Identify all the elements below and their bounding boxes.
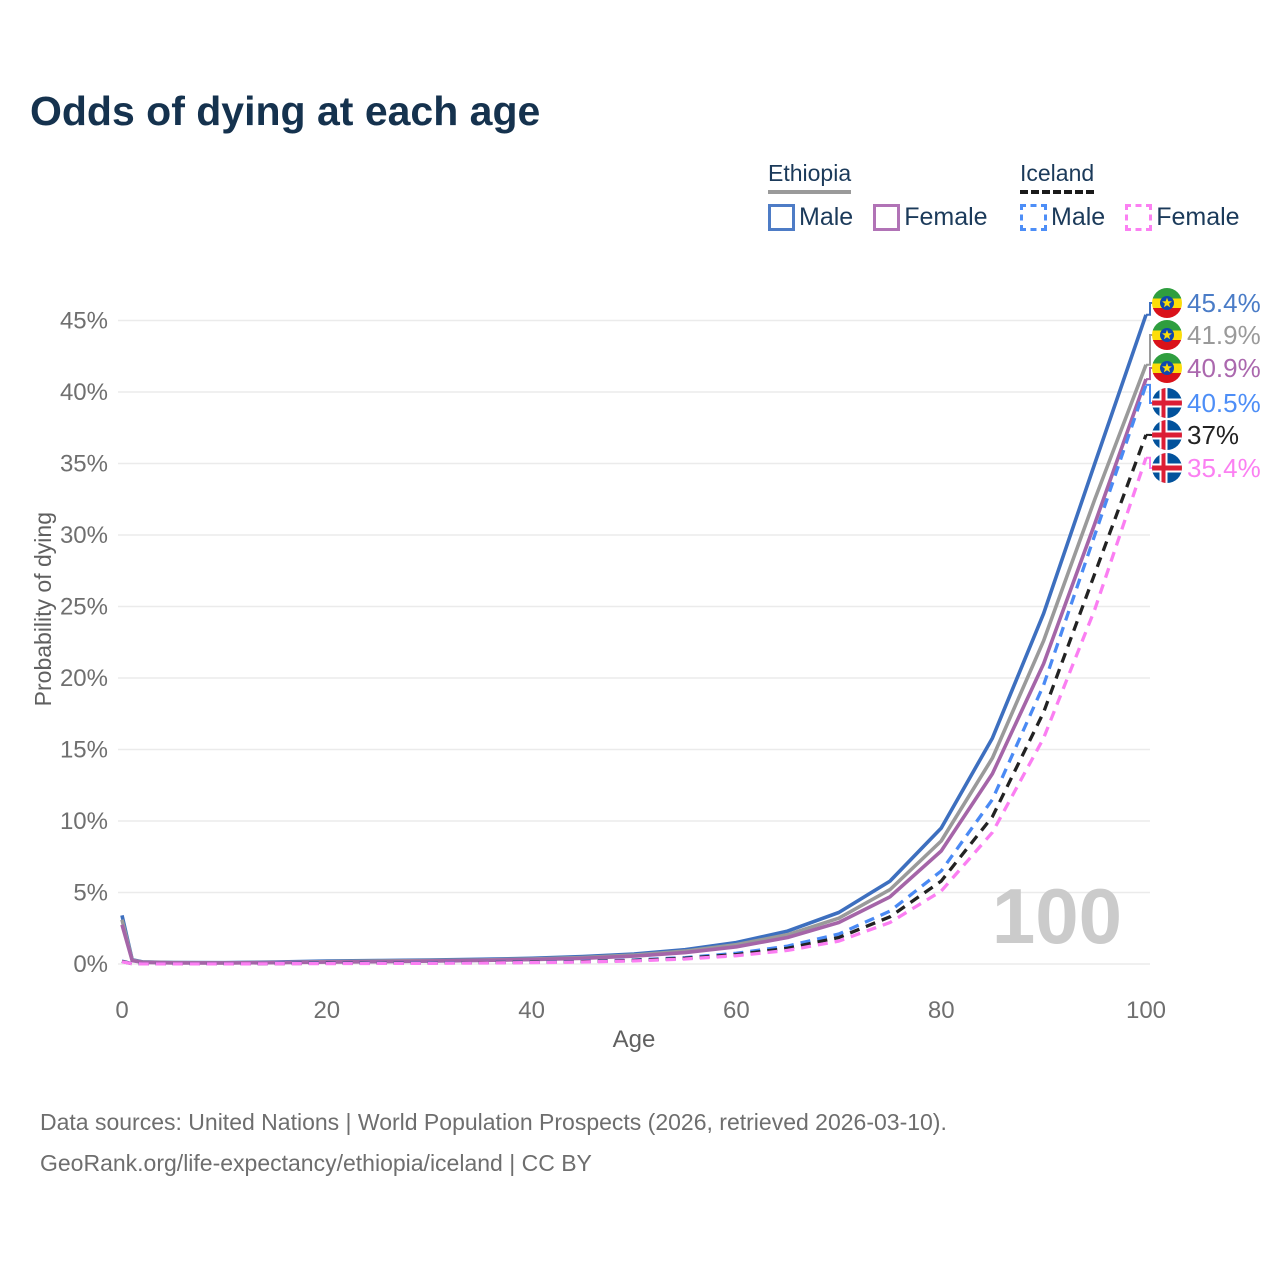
y-tick-label: 25% [60, 594, 108, 621]
legend-country-iceland: Iceland [1020, 160, 1095, 194]
georank-link-line: GeoRank.org/life-expectancy/ethiopia/ice… [40, 1150, 592, 1176]
x-tick-label: 80 [928, 997, 955, 1024]
page-title: Odds of dying at each age [30, 88, 541, 134]
flag-icon-ethiopia [1152, 320, 1182, 350]
legend-item-iceland-female[interactable]: Female [1125, 203, 1240, 232]
label-connector-ethiopia-male [1146, 302, 1153, 316]
series-line-iceland-female [121, 457, 1148, 966]
x-tick-label: 20 [313, 997, 340, 1024]
x-tick-label: 0 [115, 997, 128, 1024]
series-line-ethiopia-male [120, 314, 1148, 965]
y-tick-label: 10% [60, 808, 108, 835]
legend-label-iceland-female: Female [1156, 203, 1240, 231]
label-connector-ethiopia [1146, 334, 1153, 366]
ethiopia-male-swatch [768, 204, 795, 231]
flag-icon-ethiopia [1152, 353, 1182, 383]
legend-item-ethiopia-male[interactable]: Male [768, 203, 853, 232]
legend-group-iceland: Iceland Male Female [1020, 160, 1240, 232]
y-tick-label: 40% [60, 379, 108, 406]
legend: Ethiopia Male Female Iceland Male [768, 160, 1240, 232]
data-sources-line: Data sources: United Nations | World Pop… [40, 1109, 947, 1135]
legend-row-iceland: Male Female [1020, 203, 1240, 232]
y-tick-label: 35% [60, 451, 108, 478]
x-tick-label: 40 [518, 997, 545, 1024]
label-connector-iceland-male [1146, 383, 1153, 404]
legend-label-ethiopia-female: Female [904, 203, 988, 231]
legend-row-ethiopia: Male Female [768, 203, 988, 232]
legend-group-ethiopia: Ethiopia Male Female [768, 160, 1020, 232]
flag-icon-iceland [1152, 453, 1182, 483]
legend-label-iceland-male: Male [1051, 203, 1106, 231]
y-tick-label: 30% [60, 522, 108, 549]
flag-icon-iceland [1152, 420, 1182, 450]
y-tick-label: 20% [60, 665, 108, 692]
end-value-label-ethiopia-female: 40.9% [1187, 353, 1261, 383]
end-value-label-iceland-male: 40.5% [1187, 388, 1261, 418]
x-tick-label: 60 [723, 997, 750, 1024]
end-value-label-ethiopia-male: 45.4% [1187, 288, 1261, 318]
y-tick-label: 15% [60, 737, 108, 764]
end-value-label-ethiopia: 41.9% [1187, 320, 1261, 350]
age-counter-watermark: 100 [992, 872, 1122, 960]
legend-country-ethiopia: Ethiopia [768, 160, 852, 194]
end-value-label-iceland-female: 35.4% [1187, 453, 1261, 483]
x-tick-label: 100 [1126, 997, 1166, 1024]
x-axis-title: Age [612, 1026, 656, 1053]
flag-icon-ethiopia [1152, 288, 1182, 318]
y-tick-label: 5% [73, 880, 108, 907]
legend-label-ethiopia-male: Male [799, 203, 854, 231]
legend-item-ethiopia-female[interactable]: Female [873, 203, 988, 232]
iceland-male-swatch [1020, 204, 1047, 231]
flag-icon-iceland [1152, 388, 1182, 418]
ethiopia-female-swatch [873, 204, 901, 231]
label-connector-iceland-female [1146, 456, 1153, 469]
y-tick-label: 0% [73, 951, 108, 978]
y-tick-label: 45% [60, 308, 108, 335]
source-attribution: Data sources: United Nations | World Pop… [40, 1102, 947, 1184]
legend-item-iceland-male[interactable]: Male [1020, 203, 1105, 232]
iceland-female-swatch [1125, 204, 1153, 231]
label-connector-ethiopia-female [1146, 367, 1153, 381]
end-value-label-iceland: 37% [1187, 420, 1239, 450]
